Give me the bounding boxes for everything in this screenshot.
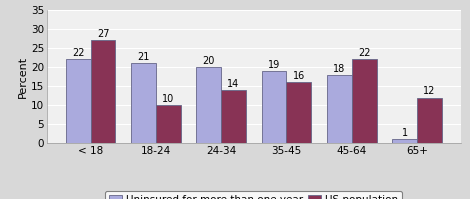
- Text: 16: 16: [293, 71, 305, 81]
- Text: 19: 19: [268, 60, 280, 70]
- Y-axis label: Percent: Percent: [18, 56, 28, 98]
- Bar: [392, 139, 417, 143]
- Bar: [196, 67, 221, 143]
- Text: 22: 22: [72, 48, 85, 58]
- Text: 1: 1: [401, 128, 407, 138]
- Text: 27: 27: [97, 29, 109, 39]
- Text: 20: 20: [203, 56, 215, 66]
- Bar: [352, 60, 376, 143]
- Text: 10: 10: [162, 94, 174, 104]
- Legend: Uninsured for more than one year, US population: Uninsured for more than one year, US pop…: [105, 191, 402, 199]
- Bar: [221, 90, 246, 143]
- Bar: [327, 75, 352, 143]
- Text: 12: 12: [423, 86, 436, 97]
- Bar: [262, 71, 286, 143]
- Text: 14: 14: [227, 79, 240, 89]
- Bar: [131, 63, 156, 143]
- Bar: [156, 105, 180, 143]
- Bar: [91, 40, 116, 143]
- Text: 18: 18: [333, 63, 345, 74]
- Bar: [66, 60, 91, 143]
- Text: 22: 22: [358, 48, 370, 58]
- Bar: [417, 98, 442, 143]
- Text: 21: 21: [137, 52, 149, 62]
- Bar: [286, 82, 311, 143]
